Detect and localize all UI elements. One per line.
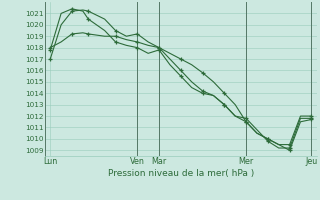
X-axis label: Pression niveau de la mer( hPa ): Pression niveau de la mer( hPa ) bbox=[108, 169, 254, 178]
